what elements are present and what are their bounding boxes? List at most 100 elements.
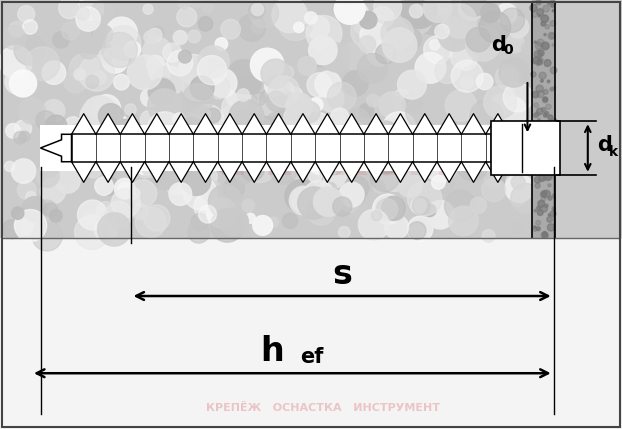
Circle shape — [227, 60, 261, 94]
Circle shape — [221, 19, 241, 39]
Circle shape — [504, 130, 518, 142]
Circle shape — [541, 190, 547, 196]
Circle shape — [202, 125, 215, 137]
Text: КРЕПКОМ: КРЕПКОМ — [196, 142, 451, 184]
Circle shape — [98, 140, 125, 167]
Polygon shape — [242, 114, 266, 134]
Circle shape — [547, 140, 552, 145]
Circle shape — [548, 184, 551, 187]
Circle shape — [82, 96, 118, 131]
Circle shape — [432, 175, 445, 189]
Circle shape — [163, 43, 182, 62]
Circle shape — [508, 17, 529, 38]
Circle shape — [50, 209, 62, 222]
Circle shape — [264, 76, 284, 96]
Circle shape — [272, 0, 307, 33]
Circle shape — [541, 21, 545, 26]
Circle shape — [226, 86, 249, 109]
Circle shape — [42, 100, 65, 122]
Circle shape — [545, 104, 551, 109]
Circle shape — [78, 200, 108, 230]
Circle shape — [341, 121, 366, 146]
Circle shape — [470, 197, 486, 214]
Circle shape — [49, 102, 63, 116]
Circle shape — [539, 176, 544, 181]
Circle shape — [511, 175, 525, 189]
Circle shape — [338, 227, 350, 238]
Circle shape — [442, 4, 476, 38]
Circle shape — [23, 20, 37, 34]
Polygon shape — [412, 162, 437, 182]
Circle shape — [534, 209, 537, 212]
Circle shape — [206, 108, 221, 123]
Circle shape — [154, 66, 183, 96]
Circle shape — [241, 58, 276, 93]
Circle shape — [282, 83, 294, 94]
Circle shape — [143, 37, 171, 65]
Circle shape — [499, 57, 529, 87]
Circle shape — [240, 157, 264, 181]
Circle shape — [482, 230, 495, 242]
Circle shape — [114, 166, 145, 196]
Circle shape — [370, 141, 403, 173]
Circle shape — [479, 150, 494, 166]
Circle shape — [91, 0, 114, 24]
Polygon shape — [96, 114, 120, 134]
Circle shape — [380, 151, 396, 167]
Circle shape — [544, 126, 550, 133]
Circle shape — [468, 103, 500, 135]
Circle shape — [182, 166, 211, 196]
Circle shape — [536, 0, 541, 5]
Circle shape — [328, 136, 362, 170]
Circle shape — [545, 112, 549, 115]
Circle shape — [191, 0, 202, 8]
Circle shape — [26, 191, 36, 202]
Polygon shape — [462, 162, 486, 182]
Circle shape — [544, 173, 552, 180]
Circle shape — [297, 157, 310, 170]
Polygon shape — [242, 162, 266, 182]
Polygon shape — [388, 162, 412, 182]
Circle shape — [148, 28, 162, 42]
Circle shape — [229, 100, 264, 135]
Circle shape — [538, 15, 541, 17]
Circle shape — [537, 118, 541, 121]
Circle shape — [99, 48, 113, 63]
Circle shape — [550, 33, 555, 38]
Circle shape — [359, 36, 376, 52]
Polygon shape — [491, 134, 510, 162]
Circle shape — [309, 98, 323, 112]
Circle shape — [246, 213, 256, 223]
Circle shape — [495, 65, 521, 90]
Circle shape — [542, 231, 547, 236]
Circle shape — [14, 34, 45, 65]
Circle shape — [62, 22, 80, 40]
Circle shape — [399, 28, 422, 50]
Circle shape — [458, 25, 481, 48]
Circle shape — [491, 94, 511, 113]
Circle shape — [369, 159, 381, 172]
Circle shape — [536, 221, 541, 225]
Circle shape — [53, 32, 69, 48]
Circle shape — [381, 17, 414, 50]
Circle shape — [534, 226, 536, 229]
Circle shape — [278, 6, 313, 41]
Circle shape — [548, 33, 555, 39]
Circle shape — [538, 200, 545, 207]
Polygon shape — [266, 114, 290, 134]
Circle shape — [407, 216, 433, 242]
Circle shape — [243, 148, 277, 183]
Circle shape — [435, 24, 449, 39]
Circle shape — [452, 139, 485, 172]
Circle shape — [197, 55, 226, 85]
Circle shape — [332, 137, 368, 172]
Circle shape — [348, 3, 368, 23]
Circle shape — [539, 58, 543, 62]
Circle shape — [74, 69, 85, 80]
Circle shape — [165, 149, 190, 174]
Circle shape — [510, 189, 527, 205]
Circle shape — [458, 0, 484, 21]
Circle shape — [198, 17, 213, 31]
Circle shape — [285, 93, 312, 119]
Circle shape — [285, 180, 318, 212]
